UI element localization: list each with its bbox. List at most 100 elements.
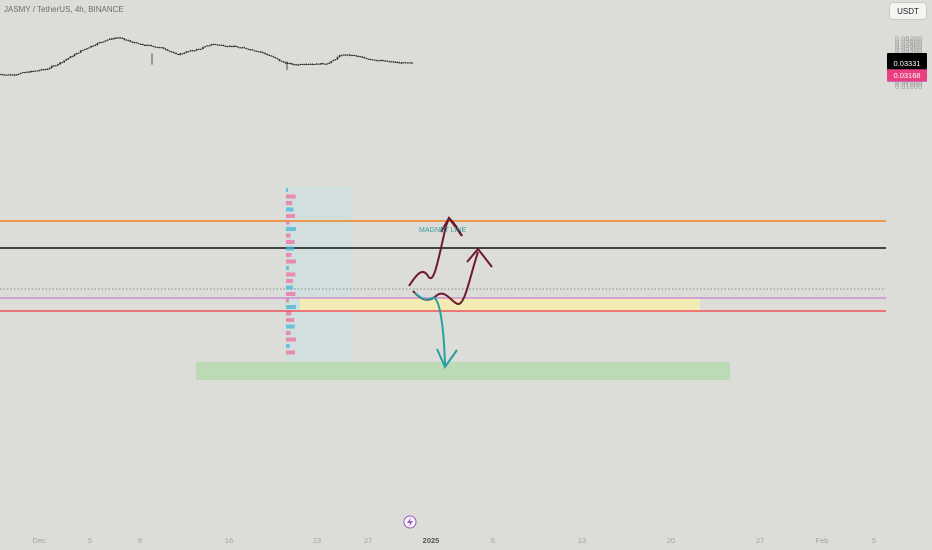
magnet-line-label: MAGNET LINE [419,227,467,234]
candle-body [282,61,285,63]
candle-body [317,63,320,65]
candle-body [86,48,88,50]
candle-body [257,51,260,53]
candle-body [367,58,370,60]
volume-profile [286,188,296,355]
candle-body [382,60,384,62]
x-tick-label: 9 [138,536,142,545]
candle-body [286,63,289,65]
x-tick-label: 23 [313,536,321,545]
candle-body [117,37,119,39]
candle-body [177,53,179,55]
candle-body [121,37,124,39]
candle-body [400,62,403,64]
candle-body [373,59,376,61]
profile-bar [286,220,290,225]
candle-body [228,45,231,47]
candle-body [268,54,271,56]
candle-body [127,40,130,42]
candle-body [309,63,312,65]
candle-body [380,60,382,62]
y-tick-label: 0.05200 [895,34,922,43]
profile-bar [286,311,292,316]
candle-body [235,45,237,47]
x-tick-label: Dec [32,536,46,545]
candle-body [346,54,349,56]
currency-button[interactable]: USDT [889,2,927,20]
candle-body [320,63,322,65]
candle-body [158,47,161,49]
candle-body [392,61,395,63]
candle-body [338,55,341,58]
teal-arrowhead [436,348,458,370]
candle-body [0,74,1,76]
candle-body [293,64,295,66]
candle-body [224,45,227,47]
candle-body [340,55,343,57]
y-tick-label: 0.01600 [895,82,922,91]
profile-bar [286,305,296,309]
candle-body [197,48,200,50]
candle-body [71,56,74,58]
x-tick-label: 27 [364,536,372,545]
candle-body [69,56,72,59]
candle-body [156,46,159,48]
maroon-arrowhead-2 [466,247,493,268]
candle-body [406,62,409,64]
candle-body [291,63,293,65]
candle-body [150,45,153,47]
candle-body [361,56,364,58]
profile-bar [286,246,295,251]
candle-body [133,42,136,44]
candle-body [90,45,92,48]
symbol-title: JASMY / TetherUS, 4h, BINANCE [4,5,124,14]
candle-body [28,71,30,73]
candle-body [108,38,111,40]
candle-body [34,70,37,72]
candle-body [359,56,362,58]
candle-body [17,73,20,75]
candle-body [259,51,262,53]
candle-body [212,44,215,46]
x-tick-label: 6 [491,536,495,545]
candle-body [218,44,221,46]
x-axis: Dec 5 9 16 23 27 2025 6 13 20 27 Feb 5 [32,536,876,545]
candle-body [129,40,132,42]
candle-body [239,47,242,49]
candle-body [52,65,55,67]
candle-body [26,71,28,73]
candle-body [328,62,331,64]
candle-body [44,69,47,71]
price-tag [887,57,927,70]
profile-bar [286,188,288,192]
candle-body [139,43,142,45]
price-tags: 0.036370.036300.0333102:25:190.032660.03… [887,52,927,82]
candle-body [386,60,389,62]
candle-body [59,62,61,65]
candle-body [187,51,190,53]
candle-body [278,59,281,61]
candle-body [375,60,378,62]
candle-body [175,52,177,54]
candle-body [100,41,103,43]
candle-body [303,64,306,66]
x-tick-label: 20 [667,536,675,545]
candle-body [342,54,345,56]
profile-bar [286,259,296,264]
candle-body [88,47,90,49]
candle-body [63,60,66,63]
candle-body [199,48,202,50]
candle-body [255,50,258,52]
candle-body [162,47,165,49]
x-tick-label: 2025 [423,536,440,545]
range-box [285,186,351,361]
candle-body [125,39,128,41]
candle-body [183,52,186,54]
candle-body [301,64,304,66]
candle-body [402,62,405,64]
candle-body [266,53,268,55]
lightning-icon[interactable] [403,515,417,529]
candle-body [189,50,192,52]
candle-body [67,58,70,60]
